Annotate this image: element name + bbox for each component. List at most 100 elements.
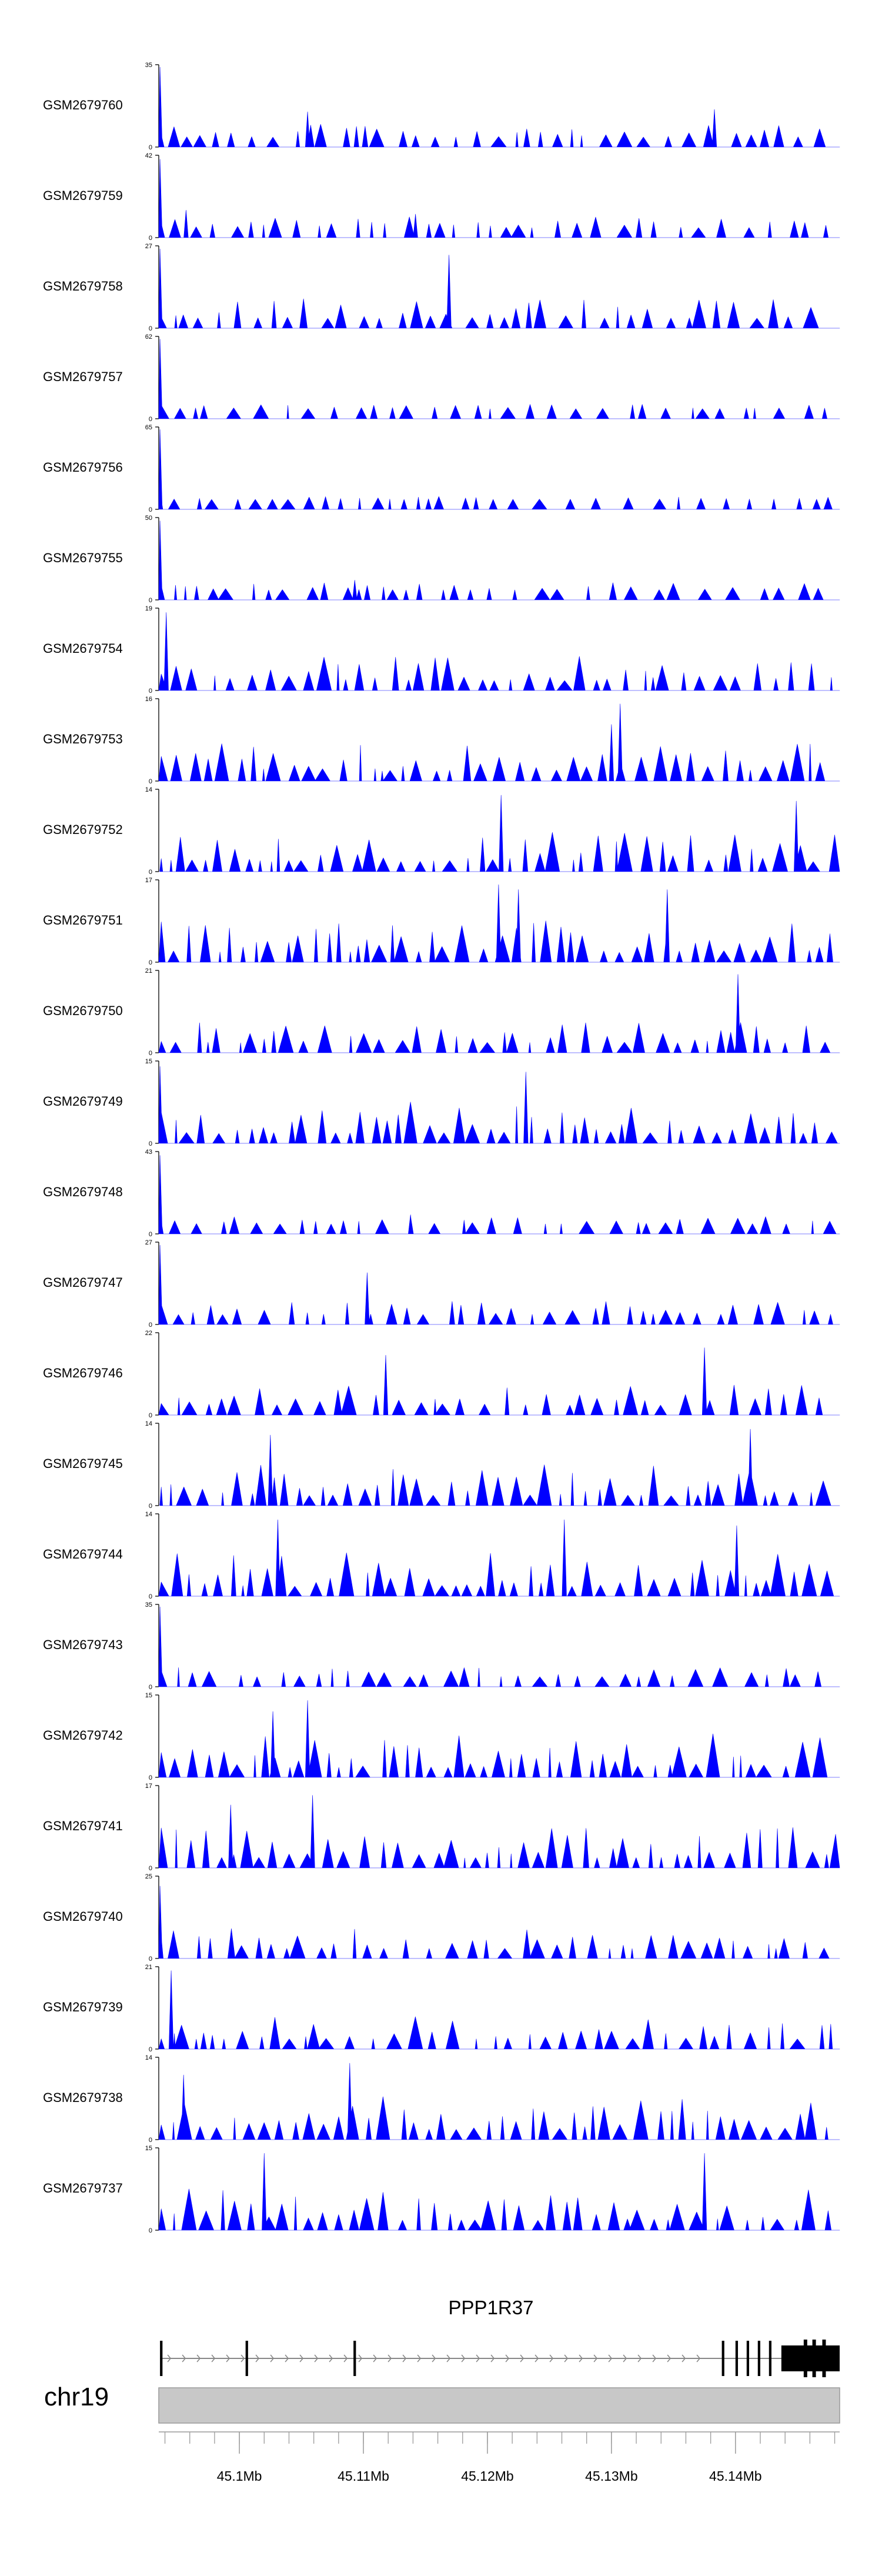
coverage-area [158, 1606, 840, 1687]
track-sample-label: GSM2679752 [43, 822, 123, 837]
track-sample-label: GSM2679758 [43, 279, 123, 293]
track-yzero-label: 0 [149, 1593, 152, 1600]
coverage-tracks: GSM2679760350GSM2679759420GSM2679758270G… [43, 62, 840, 2234]
track-yzero-label: 0 [149, 959, 152, 966]
coverage-area [158, 248, 840, 329]
coverage-area [158, 159, 840, 238]
coverage-track: GSM2679751 17 0 [43, 877, 840, 966]
coverage-area [158, 66, 840, 148]
coverage-area [158, 520, 840, 600]
coverage-track: GSM2679760 35 0 [43, 62, 840, 151]
track-sample-label: GSM2679746 [43, 1366, 123, 1380]
track-ymax-label: 14 [145, 2054, 152, 2061]
coverage-track: GSM2679748 43 0 [43, 1149, 840, 1238]
gene-name-label: PPP1R37 [449, 2297, 534, 2318]
track-ymax-label: 35 [145, 62, 152, 69]
track-yzero-label: 0 [149, 506, 152, 513]
track-ymax-label: 50 [145, 515, 152, 522]
track-sample-label: GSM2679755 [43, 550, 123, 565]
coverage-area [158, 612, 840, 691]
coverage-track: GSM2679747 27 0 [43, 1239, 840, 1329]
track-yzero-label: 0 [149, 325, 152, 332]
track-sample-label: GSM2679749 [43, 1094, 123, 1109]
strand-chevron [520, 2354, 524, 2363]
axis-tick-label: 45.1Mb [217, 2468, 262, 2484]
track-ymax-label: 14 [145, 1511, 152, 1518]
strand-chevron [696, 2354, 701, 2363]
coverage-track: GSM2679738 14 0 [43, 2054, 840, 2144]
track-ymax-label: 21 [145, 1964, 152, 1971]
coverage-area [158, 1700, 840, 1778]
track-sample-label: GSM2679759 [43, 188, 123, 203]
coverage-track: GSM2679756 65 0 [43, 424, 840, 513]
track-sample-label: GSM2679745 [43, 1456, 123, 1471]
coverage-area [158, 1244, 840, 1325]
strand-chevron [623, 2354, 627, 2363]
gene-exon [757, 2341, 761, 2376]
track-yzero-label: 0 [149, 1140, 152, 1147]
coverage-area [158, 2153, 840, 2231]
track-yzero-label: 0 [149, 1231, 152, 1238]
gene-exon [822, 2340, 826, 2377]
axis-tick-label: 45.14Mb [709, 2468, 762, 2484]
gene-exon [781, 2345, 840, 2371]
track-yzero-label: 0 [149, 2137, 152, 2144]
coverage-area [158, 703, 840, 782]
coverage-track: GSM2679758 27 0 [43, 243, 840, 332]
track-yzero-label: 0 [149, 1503, 152, 1510]
track-ymax-label: 65 [145, 424, 152, 431]
coverage-area [158, 1970, 840, 2050]
track-yzero-label: 0 [149, 1774, 152, 1781]
track-sample-label: GSM2679760 [43, 98, 123, 112]
track-yzero-label: 0 [149, 1956, 152, 1963]
track-yzero-label: 0 [149, 2227, 152, 2234]
track-yzero-label: 0 [149, 144, 152, 151]
strand-chevron [373, 2354, 377, 2363]
strand-chevron [432, 2354, 436, 2363]
coverage-track: GSM2679759 42 0 [43, 152, 840, 242]
coverage-track: GSM2679744 14 0 [43, 1511, 840, 1600]
track-ymax-label: 27 [145, 1239, 152, 1246]
track-ymax-label: 17 [145, 1783, 152, 1790]
coverage-track: GSM2679743 35 0 [43, 1601, 840, 1691]
coverage-track: GSM2679739 21 0 [43, 1964, 840, 2053]
coverage-area [158, 974, 840, 1053]
track-ymax-label: 16 [145, 696, 152, 703]
track-sample-label: GSM2679743 [43, 1637, 123, 1652]
track-sample-label: GSM2679754 [43, 641, 123, 656]
strand-chevron [358, 2354, 363, 2363]
gene-exon [803, 2340, 807, 2377]
strand-chevron [667, 2354, 671, 2363]
track-ymax-label: 22 [145, 1330, 152, 1337]
track-sample-label: GSM2679742 [43, 1728, 123, 1743]
strand-chevron [476, 2354, 480, 2363]
strand-chevron [285, 2354, 289, 2363]
gene-exon [721, 2341, 724, 2376]
track-yzero-label: 0 [149, 869, 152, 876]
coverage-track: GSM2679741 17 0 [43, 1783, 840, 1872]
coverage-track: GSM2679752 14 0 [43, 786, 840, 876]
axis-tick-label: 45.12Mb [461, 2468, 514, 2484]
coverage-track: GSM2679757 62 0 [43, 333, 840, 423]
gene-exon [160, 2341, 163, 2376]
track-ymax-label: 15 [145, 1692, 152, 1699]
coverage-area [158, 1519, 840, 1597]
coverage-track: GSM2679753 16 0 [43, 696, 840, 785]
track-yzero-label: 0 [149, 688, 152, 695]
strand-chevron [211, 2354, 216, 2363]
strand-chevron [343, 2354, 348, 2363]
track-yzero-label: 0 [149, 2046, 152, 2053]
gene-exon [245, 2341, 248, 2376]
axis-tick-label: 45.13Mb [585, 2468, 638, 2484]
track-ymax-label: 42 [145, 152, 152, 159]
track-sample-label: GSM2679757 [43, 369, 123, 384]
track-yzero-label: 0 [149, 235, 152, 242]
track-sample-label: GSM2679737 [43, 2181, 123, 2195]
track-ymax-label: 35 [145, 1601, 152, 1609]
track-ymax-label: 27 [145, 243, 152, 250]
axis-tick-label: 45.11Mb [338, 2468, 389, 2484]
track-sample-label: GSM2679739 [43, 2000, 123, 2014]
track-yzero-label: 0 [149, 778, 152, 785]
strand-chevron [182, 2354, 186, 2363]
